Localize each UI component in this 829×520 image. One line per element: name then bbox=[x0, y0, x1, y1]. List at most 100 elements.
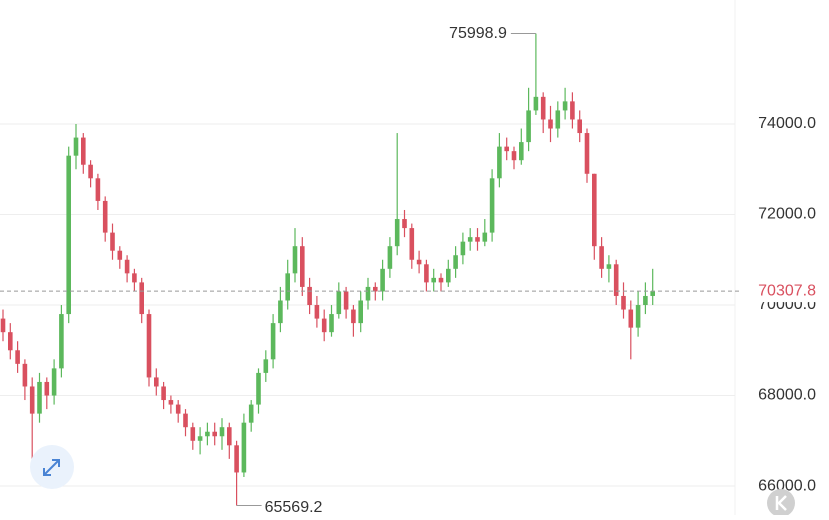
candle-body bbox=[219, 427, 225, 437]
candle-body bbox=[570, 101, 575, 120]
high-label: 75998.9 bbox=[449, 25, 507, 42]
candle-body bbox=[416, 259, 422, 265]
candle-body bbox=[628, 309, 634, 328]
candle-body bbox=[241, 422, 247, 473]
candle-body bbox=[365, 286, 371, 301]
candle-body bbox=[453, 255, 458, 269]
candle-body bbox=[482, 232, 488, 242]
candle-body bbox=[227, 427, 232, 446]
candle-body bbox=[438, 277, 444, 283]
candle-body bbox=[154, 377, 159, 387]
y-tick-label: 66000.0 bbox=[758, 477, 816, 494]
logo-button[interactable] bbox=[767, 489, 795, 517]
candle-body bbox=[511, 151, 517, 161]
candle-body bbox=[81, 137, 86, 165]
candle-body bbox=[256, 372, 261, 405]
candle-body bbox=[300, 246, 305, 287]
candle-body bbox=[562, 101, 568, 111]
candle-body bbox=[519, 142, 524, 161]
candle-body bbox=[343, 291, 349, 310]
candle-body bbox=[263, 359, 269, 373]
candle-body bbox=[592, 173, 597, 247]
candle-body bbox=[431, 277, 436, 283]
candle-body bbox=[117, 250, 123, 260]
annotations: 75998.9 65569.2 70307.8 bbox=[0, 25, 829, 516]
candle-body bbox=[424, 264, 429, 283]
candle-body bbox=[292, 246, 298, 274]
candle-body bbox=[475, 237, 480, 242]
candle-body bbox=[489, 178, 495, 233]
candle-body bbox=[95, 178, 101, 201]
candle-body bbox=[540, 96, 546, 120]
candle-body bbox=[584, 133, 590, 174]
candle-body bbox=[548, 119, 553, 129]
candle-body bbox=[102, 200, 108, 233]
candle-body bbox=[650, 291, 655, 296]
candle-body bbox=[212, 431, 217, 437]
candle-body bbox=[124, 259, 130, 274]
candle-body bbox=[88, 164, 93, 179]
candle-body bbox=[504, 146, 509, 152]
candle-body bbox=[409, 228, 415, 260]
candle-body bbox=[526, 110, 531, 143]
candle-body bbox=[139, 282, 144, 315]
candle-body bbox=[577, 119, 582, 134]
candle-body bbox=[285, 273, 290, 301]
candle-body bbox=[533, 96, 539, 111]
candle-body bbox=[321, 318, 327, 333]
candle-body bbox=[190, 427, 196, 441]
candle-body bbox=[351, 309, 356, 324]
candle-body bbox=[168, 400, 174, 405]
candle-body bbox=[555, 110, 561, 129]
candle-body bbox=[248, 404, 254, 423]
current-price-label: 70307.8 bbox=[758, 282, 816, 299]
candle-body bbox=[22, 363, 28, 387]
candle-body bbox=[29, 386, 35, 414]
candle-body bbox=[329, 314, 334, 333]
candle-body bbox=[110, 232, 115, 251]
candle-body bbox=[497, 146, 502, 179]
candle-body bbox=[606, 264, 612, 269]
candle-body bbox=[467, 237, 473, 242]
candles bbox=[0, 33, 655, 506]
candle-body bbox=[8, 332, 13, 351]
y-tick-label: 74000.0 bbox=[758, 115, 816, 132]
candle-body bbox=[373, 286, 378, 292]
candle-body bbox=[270, 323, 276, 360]
expand-button[interactable] bbox=[30, 445, 74, 489]
candle-body bbox=[358, 300, 363, 324]
candle-body bbox=[0, 318, 6, 333]
candle-body bbox=[278, 300, 283, 324]
candle-body bbox=[161, 386, 166, 401]
candle-body bbox=[132, 273, 137, 283]
candle-body bbox=[621, 295, 626, 310]
candle-body bbox=[307, 286, 312, 306]
candle-body bbox=[15, 350, 20, 364]
low-label: 65569.2 bbox=[265, 499, 323, 515]
candle-body bbox=[314, 305, 320, 319]
candle-body bbox=[197, 436, 203, 441]
candle-body bbox=[59, 314, 64, 369]
candle-body bbox=[336, 291, 342, 315]
y-tick-label: 72000.0 bbox=[758, 206, 816, 223]
candle-body bbox=[205, 431, 210, 437]
current-price-bg bbox=[741, 280, 829, 303]
candle-body bbox=[183, 413, 188, 428]
candle-body bbox=[394, 219, 400, 247]
y-tick-label: 68000.0 bbox=[758, 387, 816, 404]
candle-body bbox=[37, 381, 42, 414]
candle-body bbox=[234, 445, 239, 473]
candle-body bbox=[175, 404, 181, 414]
candle-body bbox=[643, 295, 648, 306]
candle-body bbox=[460, 241, 466, 256]
candle-body bbox=[387, 246, 393, 269]
candle-body bbox=[73, 137, 79, 156]
candle-body bbox=[446, 268, 451, 283]
candle-body bbox=[599, 246, 604, 269]
candle-body bbox=[146, 314, 152, 378]
candle-body bbox=[402, 219, 407, 229]
candle-body bbox=[380, 268, 385, 292]
